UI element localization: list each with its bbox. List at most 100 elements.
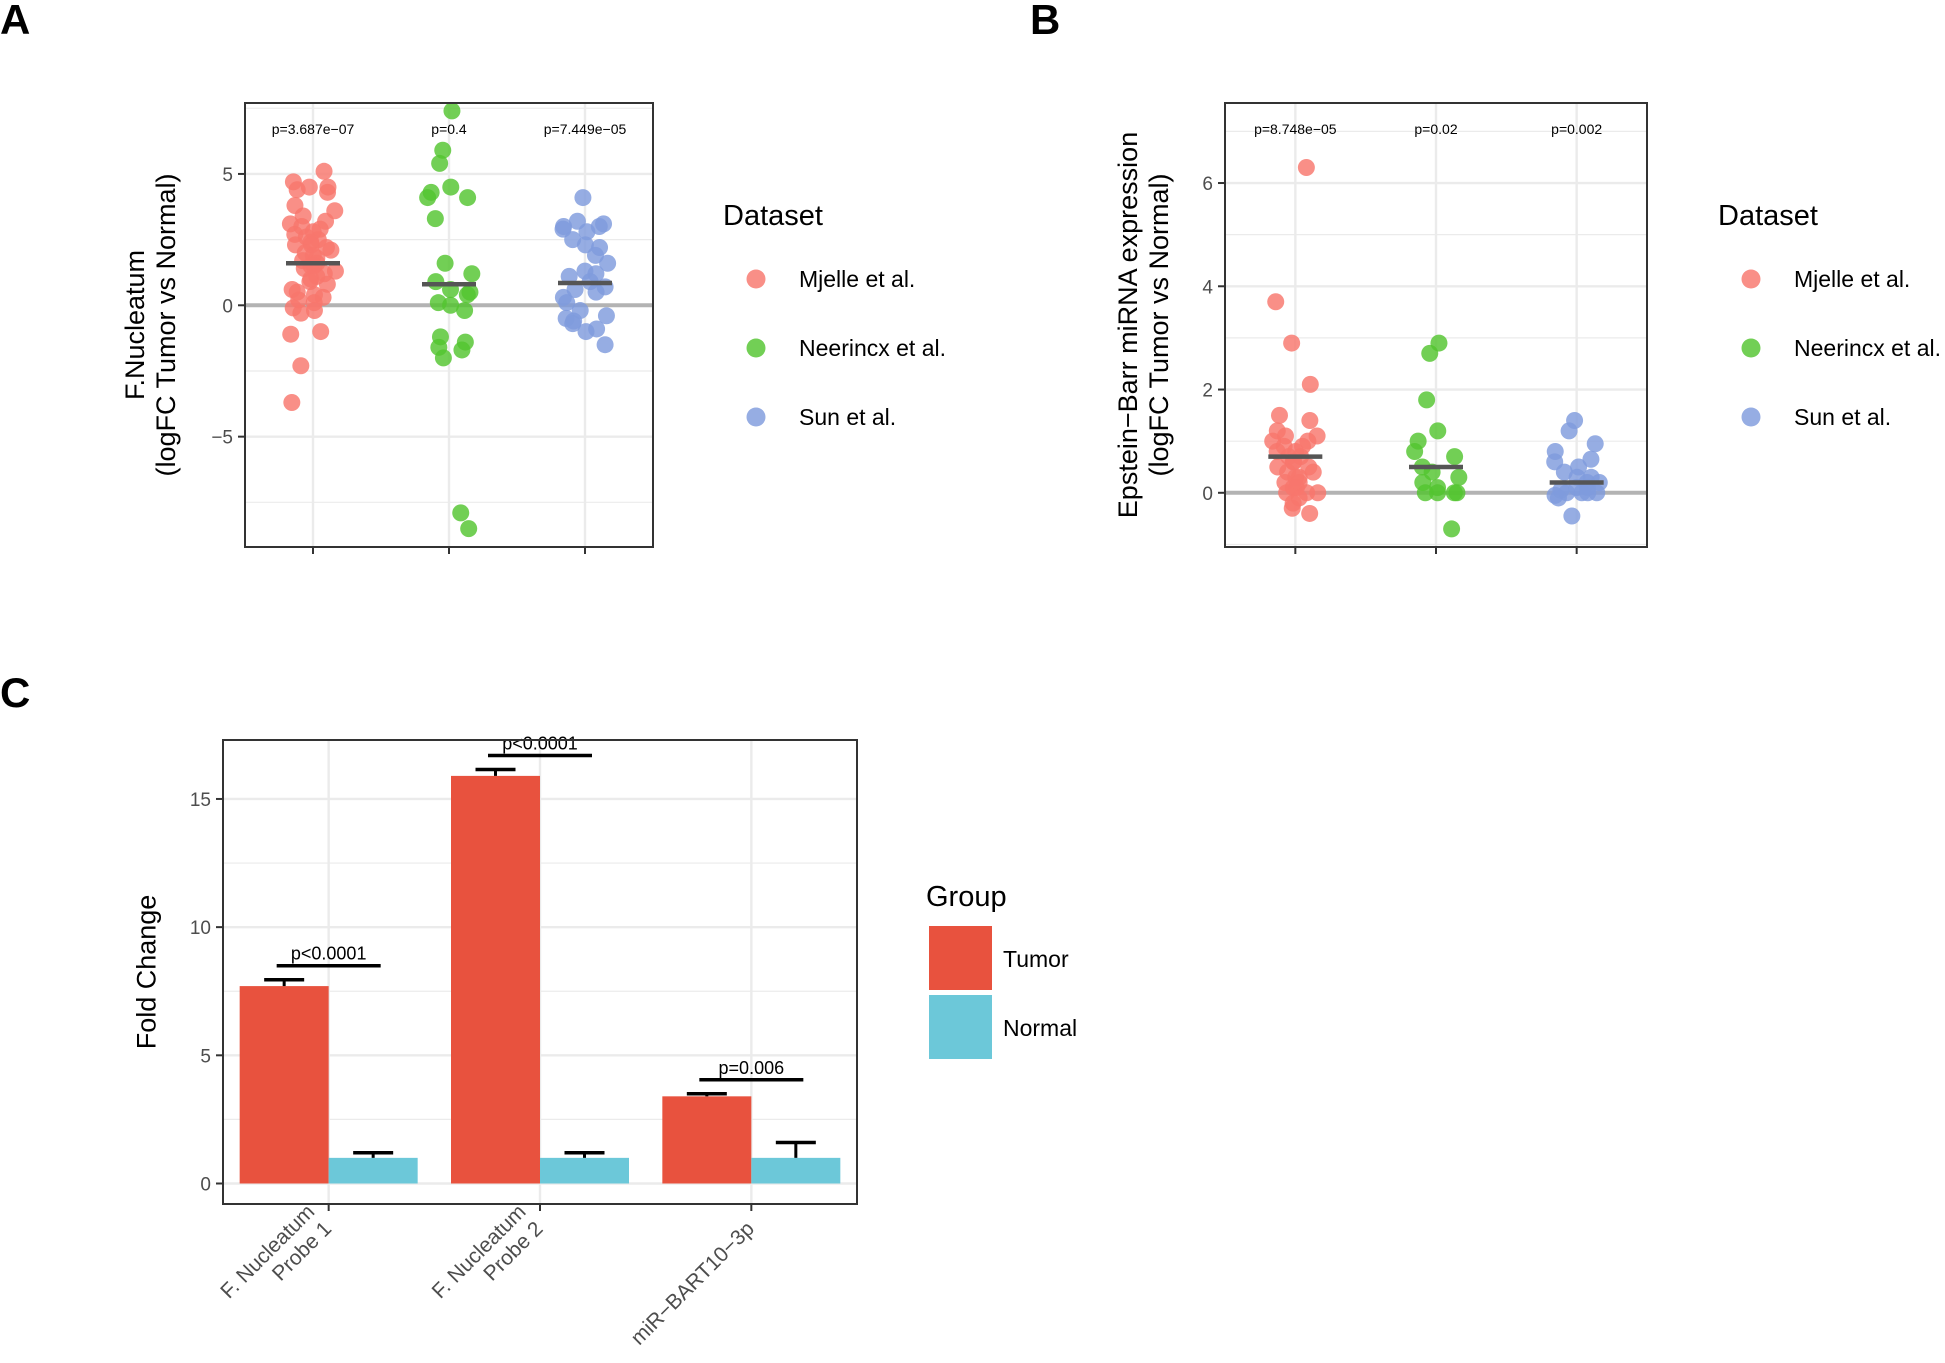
data-point [322,241,340,259]
data-point [453,341,471,359]
data-point [1582,450,1600,468]
data-point [459,189,477,207]
y-tick-label: 15 [190,790,211,811]
data-point [578,223,596,241]
data-point [283,394,301,412]
data-point [560,267,578,285]
data-point [318,275,336,293]
data-point [1416,484,1434,502]
p-value-label: p=3.687e−07 [272,121,355,137]
y-tick-label: 0 [200,1174,211,1195]
legend-key [746,269,766,289]
bar [239,986,329,1184]
data-point [586,246,604,264]
legend-title: Group [926,881,1007,913]
data-point [1555,463,1573,481]
y-axis-label: Epstein−Barr miRNA expression(logFC Tumo… [1113,132,1174,518]
data-point [1406,442,1424,460]
data-point [564,315,582,333]
data-point [312,323,330,341]
y-axis-label: Fold Change [131,895,161,1050]
data-point [599,254,617,272]
y-tick-label: 4 [1202,277,1213,298]
bar [328,1157,418,1184]
legend-key [1741,338,1761,358]
p-value-label: p=8.748e−05 [1254,121,1337,137]
data-point [292,304,310,322]
data-point [442,178,460,196]
data-point [1283,334,1301,352]
data-point [1429,484,1447,502]
y-tick-label: 5 [222,165,233,186]
panel-c-bar: p<0.0001 p<0.0001 p=0.006 0 5 10 15 F. Nucleatu… [131,733,858,1350]
p-value-label: p=0.006 [719,1058,785,1078]
p-value-label: p=0.4 [431,121,467,137]
p-value-label: p=0.002 [1551,121,1602,137]
data-point [315,162,333,180]
bar [540,1157,629,1184]
legend-label: Normal [1003,1015,1077,1041]
data-point [574,189,592,207]
panel-label-b: B [1030,0,1060,43]
legend-label: Neerincx et al. [1794,335,1941,361]
y-tick-label: 5 [200,1046,211,1067]
data-point [1579,484,1597,502]
legend-key [746,338,766,358]
data-point [436,254,454,272]
legend-label: Tumor [1003,946,1069,972]
data-point [1549,489,1567,507]
y-tick-label: 0 [222,296,233,317]
p-value-label: p=0.02 [1414,121,1457,137]
data-point [1445,484,1463,502]
data-point [1267,293,1285,311]
data-point [597,307,615,325]
data-point [558,294,576,312]
legend-label: Sun et al. [799,404,896,430]
legend-key [1741,269,1761,289]
legend-key [746,407,766,427]
data-point [587,283,605,301]
data-point [1297,159,1315,177]
x-tick-label: F. NucleatumProbe 1 [216,1200,336,1320]
data-point [443,102,461,120]
legend-key [1741,407,1761,427]
panel-label-c: C [0,669,30,716]
data-point [458,286,476,304]
bar [662,1096,752,1184]
legend-label: Mjelle et al. [799,266,915,292]
panel-b-legend: Dataset Mjelle et al. Neerincx et al. Sun e… [1718,200,1941,430]
panel-b-scatter: p=8.748e−05 p=0.02 p=0.002 0 2 4 6 Epstein−Barr… [1113,102,1648,554]
p-value-label: p=7.449e−05 [544,121,627,137]
data-point [434,349,452,367]
bar [451,775,540,1184]
bar [751,1157,841,1184]
legend-key [929,926,992,990]
data-point [434,141,452,159]
data-point [1301,504,1319,522]
data-point [282,325,300,343]
data-point [1304,463,1322,481]
data-point [426,210,444,228]
legend-label: Sun et al. [1794,404,1891,430]
data-point [305,302,323,320]
panel-c-legend: Group Tumor Normal [926,881,1077,1059]
data-point [452,504,470,522]
data-point [1301,375,1319,393]
y-tick-label: 2 [1202,381,1213,402]
data-point [1443,520,1461,538]
data-point [1560,422,1578,440]
data-point [1586,435,1604,453]
data-point [1418,391,1436,409]
x-tick-label: F. NucleatumProbe 2 [428,1200,548,1320]
data-point [292,357,310,375]
data-point [456,302,474,320]
data-point [1450,468,1468,486]
data-point [463,265,481,283]
p-value-label: p<0.0001 [291,944,367,964]
data-point [442,296,460,314]
data-point [596,336,614,354]
data-point [564,231,582,249]
y-tick-label: 6 [1202,174,1213,195]
data-point [577,323,595,341]
